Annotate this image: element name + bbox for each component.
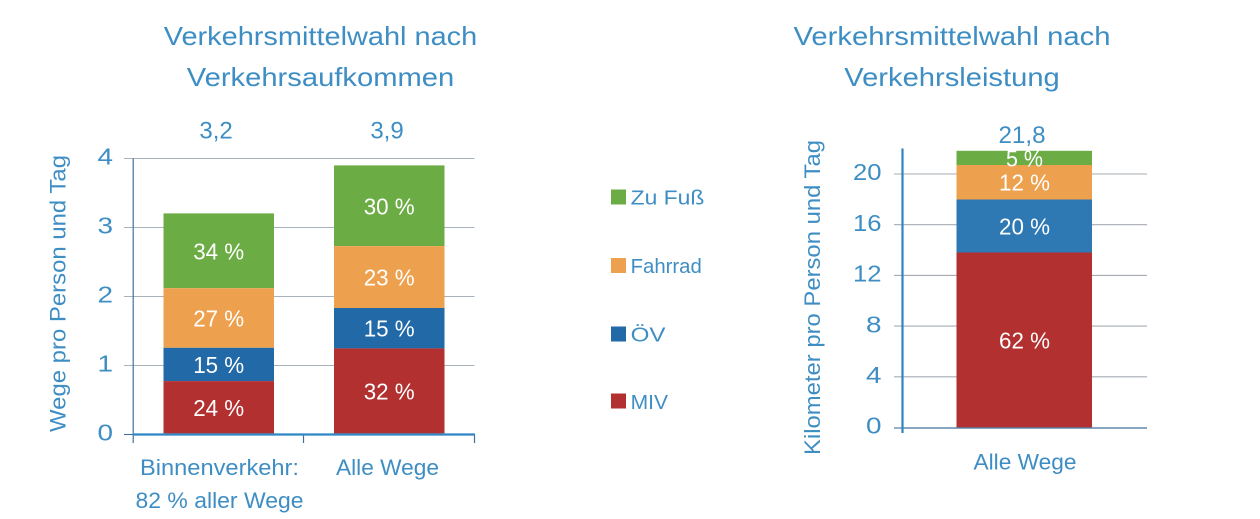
svg-text:Verkehrsmittelwahl nach: Verkehrsmittelwahl nach	[164, 21, 478, 51]
svg-text:Alle Wege: Alle Wege	[336, 455, 439, 480]
svg-text:Wege pro Person und Tag: Wege pro Person und Tag	[46, 155, 71, 432]
svg-text:1: 1	[98, 351, 114, 377]
svg-text:4: 4	[98, 144, 114, 170]
svg-text:ÖV: ÖV	[631, 324, 667, 346]
svg-text:20: 20	[853, 159, 882, 185]
svg-text:21,8: 21,8	[999, 122, 1046, 149]
svg-text:8: 8	[866, 311, 882, 337]
svg-text:Binnenverkehr:: Binnenverkehr:	[140, 455, 299, 480]
svg-text:Zu Fuß: Zu Fuß	[631, 187, 705, 209]
svg-text:Verkehrsmittelwahl nach: Verkehrsmittelwahl nach	[794, 21, 1111, 51]
svg-text:62 %: 62 %	[999, 328, 1050, 354]
svg-text:24 %: 24 %	[193, 395, 244, 421]
svg-text:Fahrrad: Fahrrad	[631, 256, 702, 278]
svg-text:27 %: 27 %	[193, 306, 244, 332]
svg-text:0: 0	[98, 420, 114, 446]
svg-text:15 %: 15 %	[364, 316, 415, 342]
svg-text:4: 4	[866, 362, 882, 388]
svg-text:Verkehrsaufkommen: Verkehrsaufkommen	[187, 62, 455, 92]
svg-text:15 %: 15 %	[193, 352, 244, 378]
svg-text:5 %: 5 %	[1006, 145, 1043, 171]
svg-text:34 %: 34 %	[193, 238, 244, 264]
svg-text:Kilometer pro Person und Tag: Kilometer pro Person und Tag	[800, 140, 825, 455]
svg-text:3,2: 3,2	[199, 117, 232, 144]
svg-text:Verkehrsleistung: Verkehrsleistung	[844, 62, 1060, 92]
svg-text:3,9: 3,9	[370, 117, 403, 144]
svg-text:32 %: 32 %	[364, 378, 415, 404]
svg-text:16: 16	[853, 210, 882, 236]
svg-text:82 % aller Wege: 82 % aller Wege	[136, 488, 304, 513]
svg-text:Alle Wege: Alle Wege	[974, 449, 1077, 474]
svg-text:30 %: 30 %	[364, 193, 415, 219]
svg-text:20 %: 20 %	[999, 214, 1050, 240]
svg-text:12: 12	[853, 261, 882, 287]
svg-text:12 %: 12 %	[999, 170, 1050, 196]
svg-text:23 %: 23 %	[364, 265, 415, 291]
svg-text:0: 0	[866, 413, 882, 439]
svg-text:2: 2	[98, 282, 114, 308]
svg-text:3: 3	[98, 213, 114, 239]
svg-text:MIV: MIV	[631, 392, 669, 414]
